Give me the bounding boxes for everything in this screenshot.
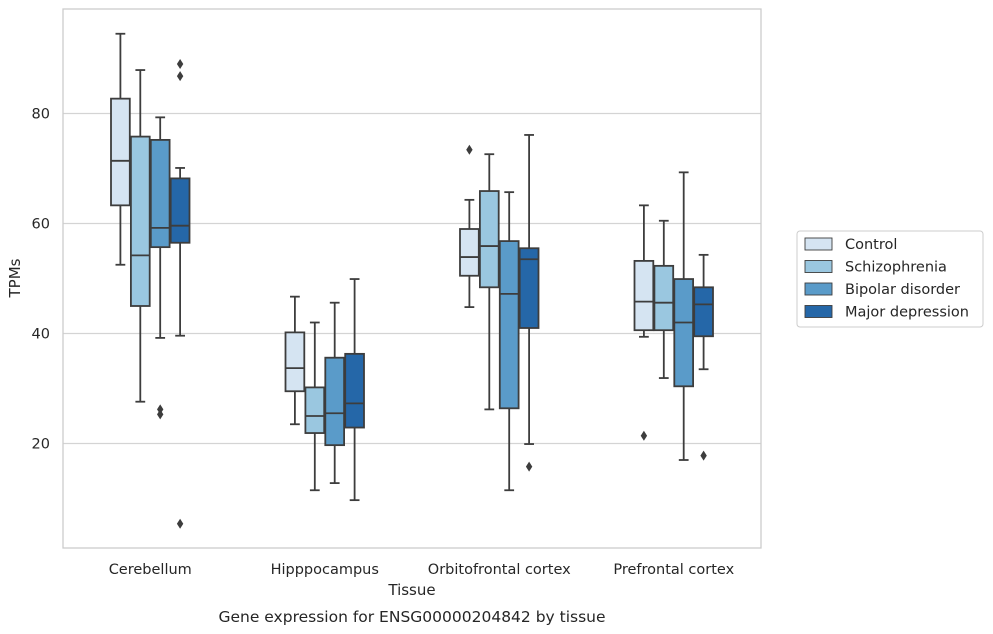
legend-label: Control xyxy=(845,237,897,253)
box-schizophrenia-0 xyxy=(129,69,151,403)
chart-caption: Gene expression for ENSG00000204842 by t… xyxy=(218,608,605,626)
box-control-2 xyxy=(459,144,480,309)
box-iqr xyxy=(478,190,500,289)
box-major-depression-1 xyxy=(344,278,365,502)
box-bipolar-disorder-2 xyxy=(498,191,520,492)
box-iqr xyxy=(633,259,655,332)
box-major-depression-3 xyxy=(693,253,714,461)
legend-items: Control Schizophrenia Bipolar disorder Majo… xyxy=(804,237,969,321)
x-tick-label: Cerebellum xyxy=(109,562,192,578)
box-iqr xyxy=(284,331,306,393)
y-tick-label: 40 xyxy=(32,327,50,343)
y-axis-label: TPMs xyxy=(6,258,24,298)
legend-swatch xyxy=(804,237,833,251)
box-iqr xyxy=(129,135,151,307)
outlier-point xyxy=(157,409,164,420)
outlier-point xyxy=(466,144,473,155)
outlier-point xyxy=(176,71,184,82)
box-control-0 xyxy=(110,32,131,266)
legend-label: Schizophrenia xyxy=(845,260,947,276)
box-iqr xyxy=(459,228,480,277)
box-iqr xyxy=(110,97,131,207)
box-iqr xyxy=(149,138,171,249)
box-iqr xyxy=(518,247,540,329)
box-iqr xyxy=(304,386,326,434)
box-iqr xyxy=(653,264,675,332)
outlier-point xyxy=(176,518,184,529)
box-major-depression-2 xyxy=(518,134,540,472)
x-tick-label: Prefrontal cortex xyxy=(613,562,734,578)
outlier-point xyxy=(176,59,184,69)
box-iqr xyxy=(498,240,520,410)
box-control-3 xyxy=(633,204,655,441)
box-iqr xyxy=(693,286,714,338)
x-tick-labels: Cerebellum Hipppocampus Orbitofrontal cort… xyxy=(109,562,735,578)
y-tick-label: 20 xyxy=(32,437,50,453)
outlier-point xyxy=(700,450,707,461)
box-iqr xyxy=(169,177,191,244)
y-tick-label: 60 xyxy=(32,217,50,233)
legend-swatch xyxy=(804,260,833,273)
plot-frame xyxy=(62,8,762,549)
legend: Control Schizophrenia Bipolar disorder Majo… xyxy=(796,230,984,328)
legend-label: Bipolar disorder xyxy=(845,282,960,298)
legend-swatch xyxy=(804,305,833,318)
y-tick-labels: 20 40 60 80 xyxy=(32,107,50,453)
box-schizophrenia-2 xyxy=(478,153,500,411)
box-bipolar-disorder-3 xyxy=(673,171,694,461)
legend-frame xyxy=(796,230,984,328)
box-major-depression-0 xyxy=(169,59,191,529)
legend-swatch xyxy=(804,282,833,296)
box-iqr xyxy=(324,356,345,447)
box-iqr xyxy=(344,352,365,429)
box-bipolar-disorder-0 xyxy=(149,116,171,420)
box-series xyxy=(110,32,714,529)
box-schizophrenia-1 xyxy=(304,321,326,492)
box-bipolar-disorder-1 xyxy=(324,301,345,485)
x-tick-label: Hipppocampus xyxy=(271,562,379,578)
y-tick-label: 80 xyxy=(32,107,50,123)
box-iqr xyxy=(673,278,694,388)
x-tick-label: Orbitofrontal cortex xyxy=(428,562,571,578)
legend-label: Major depression xyxy=(845,305,969,321)
box-schizophrenia-3 xyxy=(653,219,675,379)
outlier-point xyxy=(640,430,648,441)
outlier-point xyxy=(525,461,533,472)
x-axis-label: Tissue xyxy=(387,581,435,599)
box-control-1 xyxy=(284,295,306,426)
